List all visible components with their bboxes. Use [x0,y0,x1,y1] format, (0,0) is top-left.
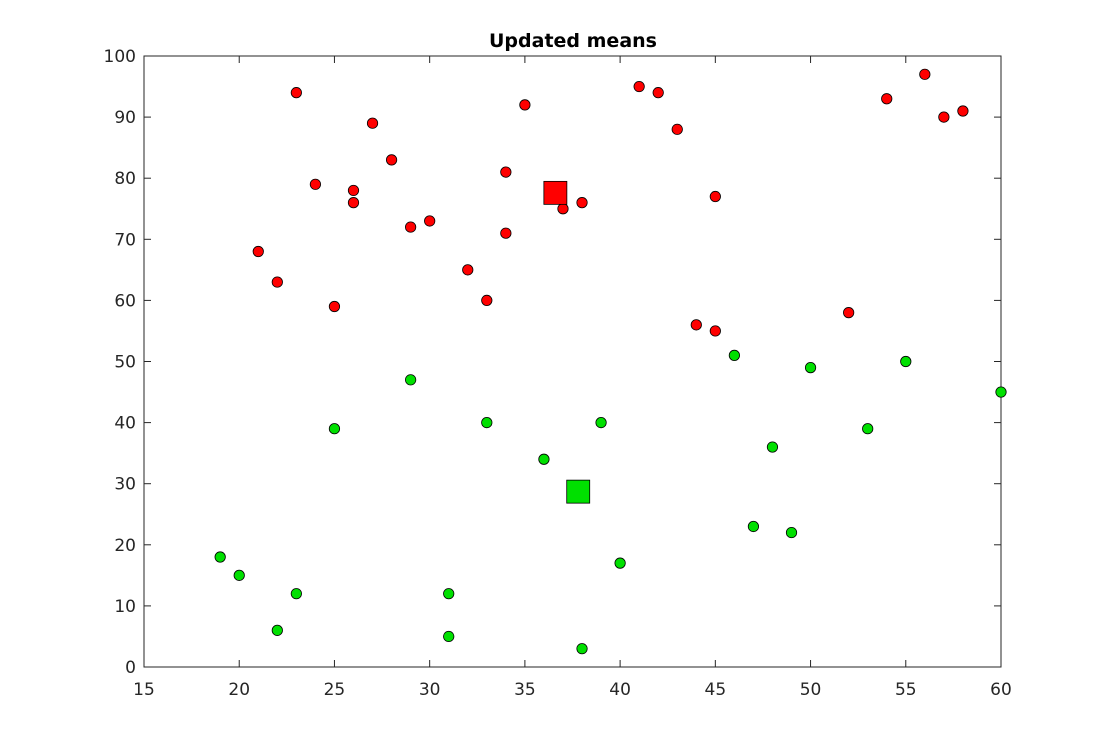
y-tick-label: 90 [114,108,136,128]
y-tick-label: 0 [125,658,136,678]
red-point [481,294,493,306]
green-point [271,624,283,636]
green-point [995,386,1007,398]
x-tick-label: 50 [800,680,822,700]
green-point [443,630,455,643]
red-point [385,154,398,166]
green-point [576,643,588,655]
x-tick-label: 40 [609,680,631,700]
red-point [271,276,283,288]
red-point [500,166,512,178]
x-tick-label: 35 [514,680,536,700]
green-point [290,588,302,600]
x-tick-label: 30 [419,680,441,700]
green-point [900,355,912,368]
green-point [785,526,798,539]
red-point [500,227,512,239]
red-point [347,184,360,197]
x-tick-label: 45 [705,680,727,700]
green-point [804,362,817,374]
green-point [233,569,245,581]
red-point [328,300,341,313]
red-point [709,190,721,203]
green-point [214,551,226,563]
mean-markers [543,180,591,504]
x-tick-label: 20 [228,680,250,700]
axis-tick-labels: 15 20 25 30 35 40 45 50 55 60 0 10 20 30 40 50 60 70 80 90 1… [104,47,1012,700]
green-point [481,416,493,429]
red-point [938,111,950,123]
y-tick-label: 30 [114,475,136,495]
y-tick-label: 100 [104,47,136,67]
red-point [843,307,855,319]
red-point [347,197,360,209]
red-point [462,264,474,276]
y-tick-label: 70 [114,230,136,250]
red-point [424,215,436,227]
red-point [519,99,531,111]
green-point [728,349,740,361]
red-point [709,325,721,337]
red-point [690,319,702,331]
y-tick-label: 80 [114,169,136,189]
red-point [290,87,302,99]
red-point [652,87,664,99]
red-point [919,68,931,80]
axis-ticks [143,55,1002,668]
data-points [214,68,1007,655]
y-tick-label: 10 [114,597,136,617]
x-tick-label: 60 [990,680,1012,700]
red-point [671,123,683,135]
green-point [595,416,607,429]
green-point [538,453,550,465]
red-mean-marker [543,180,568,205]
red-point [633,80,645,93]
red-point [881,93,893,105]
green-point [443,588,455,600]
red-point [366,117,379,129]
green-point [766,441,779,453]
y-tick-label: 60 [114,291,136,311]
chart-title: Updated means [489,30,657,52]
red-point [576,197,588,209]
green-point [328,423,341,435]
red-point [405,221,417,233]
red-point [252,245,264,258]
green-point [862,423,874,435]
green-point [747,520,760,533]
red-point [957,105,969,117]
x-tick-label: 15 [133,680,155,700]
green-mean-marker [566,479,591,504]
red-point [309,178,321,190]
x-tick-label: 25 [324,680,346,700]
plot-area [143,55,1002,668]
y-tick-label: 50 [114,353,136,373]
y-tick-label: 40 [114,414,136,434]
x-tick-label: 55 [895,680,917,700]
green-point [614,557,626,569]
red-point [557,203,569,215]
y-tick-label: 20 [114,536,136,556]
green-point [405,374,417,386]
